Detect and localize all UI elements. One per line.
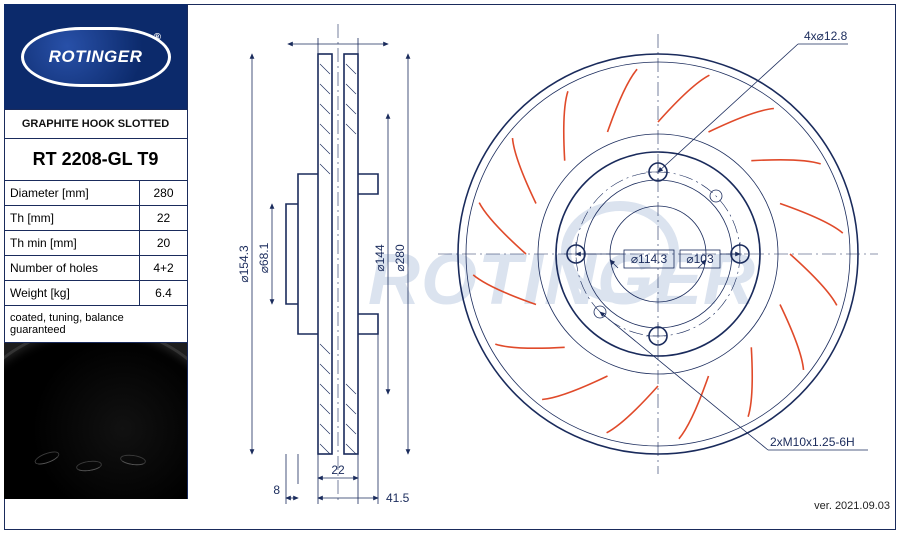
- product-photo: [4, 343, 188, 499]
- svg-text:22: 22: [331, 463, 345, 477]
- table-row: Weight [kg]6.4: [4, 281, 188, 306]
- spec-label: Th min [mm]: [4, 231, 140, 256]
- svg-text:41.5: 41.5: [386, 491, 410, 505]
- svg-text:2xM10x1.25-6H: 2xM10x1.25-6H: [770, 435, 855, 449]
- version-label: ver. 2021.09.03: [814, 500, 890, 512]
- spec-label: Weight [kg]: [4, 281, 140, 306]
- table-row: Number of holes4+2: [4, 256, 188, 281]
- drawing-area: ROTINGER ⌀154.3: [188, 4, 896, 530]
- spec-label: Th [mm]: [4, 206, 140, 231]
- logo-area: ROTINGER: [4, 4, 188, 110]
- spec-value: 22: [140, 206, 188, 231]
- left-panel: ROTINGER GRAPHITE HOOK SLOTTED RT 2208-G…: [4, 4, 188, 499]
- technical-drawing: ROTINGER ⌀154.3: [188, 4, 896, 530]
- table-row: Th min [mm]20: [4, 231, 188, 256]
- svg-text:⌀114.3: ⌀114.3: [631, 252, 668, 266]
- svg-text:4x⌀12.8: 4x⌀12.8: [804, 29, 848, 43]
- table-row: Th [mm]22: [4, 206, 188, 231]
- svg-text:⌀68.1: ⌀68.1: [257, 242, 271, 273]
- svg-text:⌀103: ⌀103: [686, 252, 714, 266]
- spec-table: Diameter [mm]280 Th [mm]22 Th min [mm]20…: [4, 181, 188, 306]
- svg-text:⌀154.3: ⌀154.3: [237, 245, 251, 283]
- spec-label: Diameter [mm]: [4, 181, 140, 206]
- svg-text:⌀280: ⌀280: [393, 244, 407, 272]
- svg-text:8: 8: [273, 483, 280, 497]
- spec-value: 280: [140, 181, 188, 206]
- spec-value: 6.4: [140, 281, 188, 306]
- side-view: ⌀154.3 ⌀68.1 ⌀144 ⌀280 8 22 41.5: [237, 24, 410, 505]
- product-subtitle: GRAPHITE HOOK SLOTTED: [4, 110, 188, 139]
- product-note: coated, tuning, balance guaranteed: [4, 306, 188, 343]
- part-number: RT 2208-GL T9: [4, 139, 188, 181]
- spec-value: 4+2: [140, 256, 188, 281]
- table-row: Diameter [mm]280: [4, 181, 188, 206]
- brand-logo: ROTINGER: [21, 27, 171, 87]
- spec-label: Number of holes: [4, 256, 140, 281]
- spec-value: 20: [140, 231, 188, 256]
- svg-text:⌀144: ⌀144: [373, 244, 387, 272]
